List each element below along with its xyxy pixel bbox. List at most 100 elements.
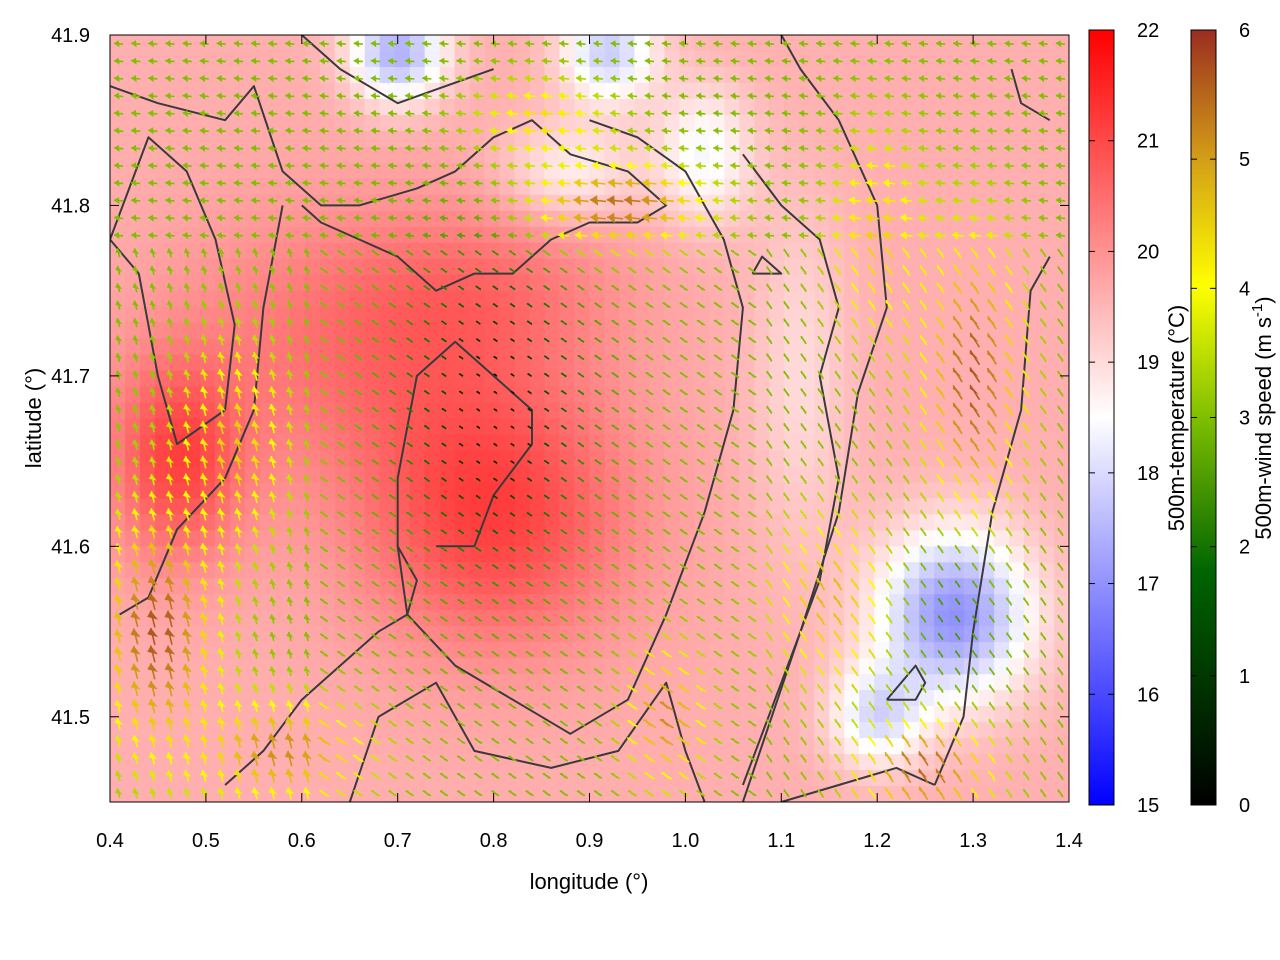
heat-cell [814,194,830,212]
heat-cell [589,258,606,276]
heat-cell [709,67,725,84]
heat-cell [589,498,606,515]
heat-cell [574,194,591,212]
heat-cell [709,626,725,643]
heat-cell [364,466,381,483]
heat-cell [514,514,531,531]
heat-cell [829,402,845,420]
heat-cell [904,114,920,132]
heat-cell [319,434,336,452]
heat-cell [994,594,1010,611]
heat-cell [859,242,875,260]
heat-cell [199,530,216,547]
heat-cell [319,194,336,212]
heat-cell [319,626,336,643]
heat-cell [229,690,246,707]
heat-cell [424,786,441,802]
heat-cell [589,402,606,420]
heat-cell [544,514,561,531]
heat-cell [559,514,576,531]
heat-cell [140,51,156,68]
heat-cell [709,642,725,659]
heat-cell [814,434,830,452]
heat-cell [349,450,366,468]
heat-cell [409,450,426,468]
heat-cell [394,434,411,452]
heat-cell [409,530,426,547]
heat-cell [574,354,591,372]
heat-cell [574,434,591,452]
heat-cell [169,690,186,707]
heat-cell [319,114,336,132]
heat-cell [439,402,456,420]
heat-cell [409,35,426,52]
heat-cell [289,98,306,116]
heat-cell [484,194,501,212]
heat-cell [319,402,336,420]
heat-cell [169,258,186,276]
heat-cell [214,514,231,531]
heat-cell [484,162,501,180]
heat-cell [334,562,351,579]
heat-cell [484,450,501,468]
heat-cell [454,178,471,196]
heat-cell [1039,194,1055,212]
heat-cell [244,98,261,116]
heat-cell [709,514,725,531]
heat-cell [1009,114,1025,132]
heat-cell [1024,562,1040,579]
heat-cell [169,754,186,771]
heat-cell [739,450,755,468]
heat-cell [274,418,291,436]
heat-cell [334,274,351,292]
heat-cell [274,274,291,292]
heat-cell [484,530,501,547]
heat-cell [559,402,576,420]
heat-cell [1054,178,1069,196]
heat-cell [304,738,321,755]
heat-cell [739,626,755,643]
heat-cell [904,498,920,515]
heat-cell [769,146,785,164]
heat-cell [574,610,591,627]
heat-cell [1054,306,1069,324]
heat-cell [934,114,950,132]
heat-cell [454,306,471,324]
heat-cell [289,610,306,627]
heat-cell [949,466,965,483]
heat-cell [125,786,141,802]
heat-cell [424,338,441,356]
heat-cell [140,258,156,276]
heat-cell [155,642,171,659]
heat-cell [769,194,785,212]
heat-cell [125,306,141,324]
heat-cell [889,610,905,627]
heat-cell [349,498,366,515]
heat-cell [110,274,126,292]
heat-cell [469,194,486,212]
heat-cell [409,674,426,691]
heat-cell [155,658,171,675]
heat-cell [919,482,935,499]
heat-cell [574,130,591,148]
heat-cell [289,482,306,499]
heat-cell [334,610,351,627]
heat-cell [319,322,336,340]
heat-cell [589,450,606,468]
heat-cell [904,434,920,452]
heat-cell [499,258,516,276]
heat-cell [964,530,980,547]
heat-cell [409,242,426,260]
heat-cell [394,402,411,420]
heat-cell [544,434,561,452]
heat-cell [274,498,291,515]
heat-cell [709,402,725,420]
heat-cell [799,738,815,755]
heat-cell [229,578,246,595]
heat-cell [844,674,860,691]
heat-cell [709,578,725,595]
heat-cell [559,578,576,595]
heat-cell [394,594,411,611]
heat-cell [874,722,890,739]
